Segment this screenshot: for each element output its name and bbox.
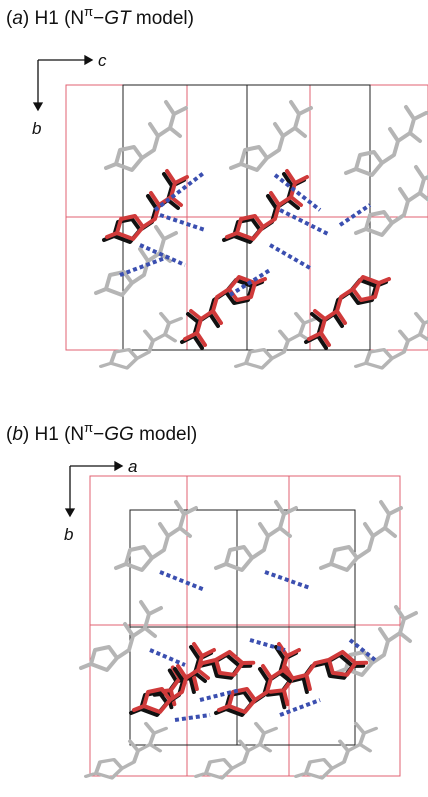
hydrogen-bonds [149, 570, 377, 722]
h-bond [279, 698, 321, 717]
axis-label: c [98, 51, 107, 70]
cell-red [89, 475, 401, 777]
molecule [194, 721, 278, 780]
h-bond [348, 638, 377, 662]
arrowhead [114, 460, 124, 472]
molecule [234, 311, 318, 370]
axis-label: a [128, 457, 137, 476]
molecule [99, 311, 183, 370]
molecules [94, 100, 428, 370]
molecules [79, 500, 418, 780]
h-bond [174, 713, 211, 722]
molecule [229, 100, 313, 172]
panel-title: (a) H1 (Nπ−GT model) [6, 4, 194, 29]
molecule [307, 275, 391, 347]
axis-label: b [32, 119, 41, 138]
molecule [79, 600, 163, 672]
hydrogen-bonds [119, 170, 372, 297]
molecule [114, 500, 198, 572]
molecule [84, 721, 168, 780]
h-bond [269, 243, 311, 270]
title-part: model) [134, 424, 197, 445]
h-bond [149, 648, 186, 667]
unit-cells [89, 475, 401, 777]
h-bond [159, 213, 206, 232]
molecule [354, 311, 428, 370]
title-part: − [93, 424, 104, 445]
h-bond [119, 256, 166, 277]
title-part: ( [6, 424, 13, 445]
h-bond [228, 268, 272, 297]
h-bond [139, 243, 186, 267]
superscript: π [84, 420, 93, 435]
molecule [334, 605, 418, 677]
axis-arrows [64, 460, 124, 518]
title-part: model) [131, 8, 194, 29]
arrowhead [84, 54, 94, 66]
model-name: GT [104, 8, 132, 29]
h-bond [264, 570, 311, 590]
model-name: GG [104, 424, 134, 445]
panel-title: (b) H1 (Nπ−GG model) [6, 420, 197, 445]
h-bond [273, 173, 322, 212]
axis-label: b [64, 525, 73, 544]
arrowhead [64, 508, 76, 518]
superscript: π [84, 4, 93, 19]
title-part: ) H1 (N [23, 424, 84, 445]
molecule [354, 165, 428, 237]
arrowhead [32, 102, 44, 112]
panel-letter: b [12, 424, 23, 445]
title-part: ( [6, 8, 13, 29]
panel-letter: a [12, 8, 23, 29]
h-bond [153, 170, 207, 212]
h-bond [338, 203, 372, 227]
molecule [214, 500, 298, 572]
h-bond [159, 570, 206, 592]
molecule [104, 100, 188, 172]
molecule [294, 721, 378, 780]
title-part: ) H1 (N [23, 8, 84, 29]
h-bond [249, 638, 286, 652]
molecule [183, 275, 267, 347]
molecule [344, 105, 428, 177]
title-part: − [93, 8, 104, 29]
axis-arrows [32, 54, 94, 112]
molecule [319, 500, 403, 572]
h-bond [279, 208, 331, 237]
